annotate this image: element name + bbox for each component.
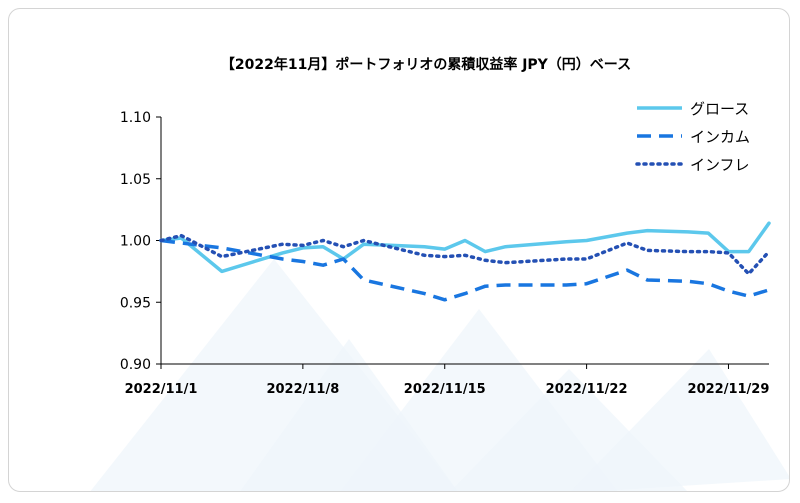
y-tick-label: 1.10 xyxy=(120,110,151,126)
y-axis-ticks: 0.90 0.95 1.00 1.05 1.10 xyxy=(120,110,161,373)
y-tick-label: 0.95 xyxy=(120,295,151,311)
legend-label-2: インカム xyxy=(690,128,750,146)
chart-card: 【2022年11月】ポートフォリオの累積収益率 JPY（円）ベース 0.90 0.… xyxy=(8,8,790,492)
background-mountain-pattern xyxy=(90,259,789,491)
line-chart: 【2022年11月】ポートフォリオの累積収益率 JPY（円）ベース 0.900.… xyxy=(90,56,789,491)
series-lines xyxy=(159,221,771,302)
y-tick-label: 1.00 xyxy=(120,234,151,250)
series-line-2 xyxy=(160,238,770,302)
legend-label-1: グロース xyxy=(690,100,749,118)
y-tick-label: 1.05 xyxy=(120,172,151,188)
chart-title: 【2022年11月】ポートフォリオの累積収益率 JPY（円）ベース xyxy=(221,56,631,73)
y-tick-label: 0.90 xyxy=(120,357,151,373)
x-tick-label: 2022/11/8 xyxy=(266,382,339,397)
series-line-1 xyxy=(159,221,771,274)
x-tick-label: 2022/11/1 xyxy=(125,382,198,397)
x-tick-label: 2022/11/22 xyxy=(546,382,628,397)
background-triangle xyxy=(570,349,789,491)
x-tick-label: 2022/11/29 xyxy=(688,382,770,397)
x-axis-ticks: 2022/11/1 2022/11/8 2022/11/15 2022/11/22 20… xyxy=(125,364,770,397)
x-tick-label: 2022/11/15 xyxy=(404,382,486,397)
legend-label-3: インフレ xyxy=(690,156,750,174)
series-line-3 xyxy=(159,233,771,276)
